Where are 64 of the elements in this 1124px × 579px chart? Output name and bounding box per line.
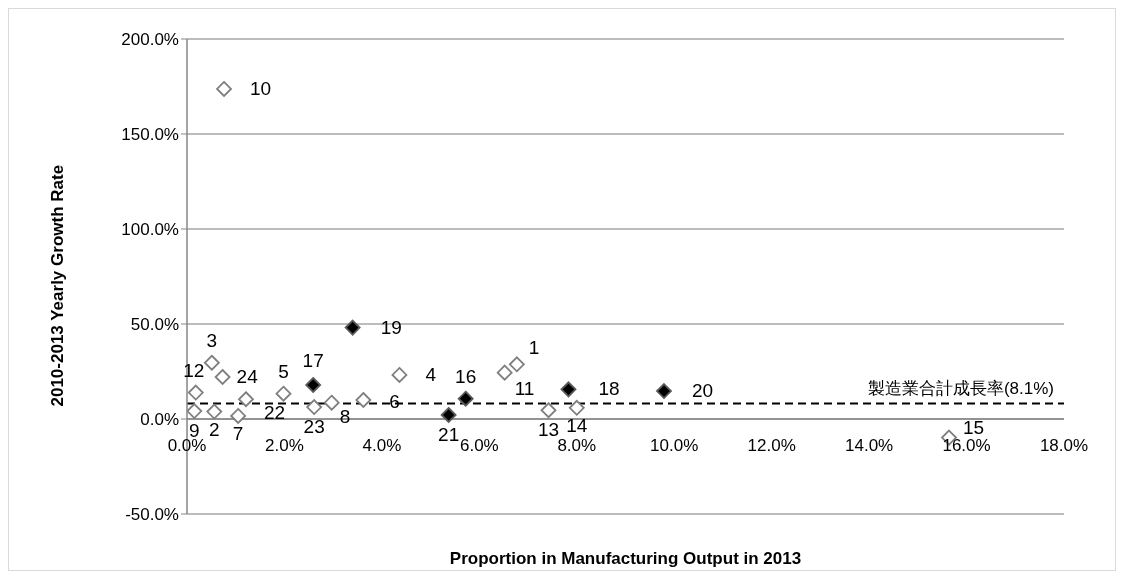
point — [355, 392, 372, 408]
point — [540, 402, 557, 419]
point — [305, 377, 322, 393]
point — [560, 381, 577, 398]
annotation: 23 — [303, 416, 325, 438]
y-tick-label: -50.0% — [125, 505, 179, 525]
annotation: 10 — [250, 77, 272, 99]
annotation: 12 — [183, 359, 205, 381]
point — [203, 354, 220, 371]
point — [187, 384, 204, 401]
annotation: 4 — [425, 363, 437, 385]
annotation: 18 — [598, 378, 620, 400]
point — [214, 369, 231, 385]
point — [656, 383, 672, 399]
y-tick-label: 50.0% — [130, 315, 179, 335]
annotation: 19 — [380, 316, 402, 338]
annotation: 5 — [278, 360, 289, 382]
y-axis-title: 2010-2013 Yearly Growth Rate — [48, 164, 68, 407]
x-tick-label: 6.0% — [459, 436, 499, 455]
point — [440, 407, 457, 423]
x-tick-label: 4.0% — [362, 436, 402, 455]
point — [275, 385, 292, 402]
point — [206, 403, 223, 420]
annotation: 1 — [528, 337, 540, 359]
annotation: 3 — [206, 329, 218, 351]
annotation: 24 — [236, 366, 259, 388]
annotation: 8 — [339, 405, 351, 427]
point — [391, 367, 408, 383]
annotation: 22 — [263, 402, 286, 424]
point — [508, 356, 525, 373]
point — [496, 364, 513, 381]
ref-line-label: 製造業合計成長率(8.1%) — [867, 378, 1054, 398]
annotation: 20 — [691, 380, 714, 402]
annotation: 16 — [455, 365, 477, 387]
point — [457, 390, 474, 407]
point — [306, 399, 323, 415]
annotation: 14 — [566, 414, 588, 436]
annotation: 2 — [209, 418, 220, 440]
x-tick-label: 12.0% — [747, 436, 796, 455]
annotation: 15 — [963, 416, 985, 438]
point — [216, 81, 232, 97]
point — [230, 408, 247, 424]
x-tick-label: 16.0% — [942, 436, 991, 455]
point — [238, 391, 254, 408]
annotation: 7 — [232, 422, 244, 444]
annotation: 17 — [302, 349, 324, 371]
point — [568, 399, 585, 416]
x-axis-title: Proportion in Manufacturing Output in 2013 — [449, 549, 802, 568]
x-tick-label: 10.0% — [650, 436, 699, 455]
x-tick-label: 18.0% — [1039, 436, 1089, 455]
point — [323, 394, 340, 411]
annotation: 11 — [514, 377, 535, 399]
y-tick-label: 100.0% — [121, 220, 179, 240]
x-tick-label: 8.0% — [557, 436, 597, 455]
annotation: 13 — [537, 419, 560, 441]
y-tick-label: 0.0% — [140, 410, 179, 430]
y-tick-label: 150.0% — [121, 125, 179, 145]
y-tick-label: 200.0% — [121, 30, 179, 50]
x-tick-label: 2.0% — [265, 436, 304, 455]
annotation: 21 — [438, 424, 460, 446]
point — [344, 319, 361, 336]
x-tick-label: 14.0% — [845, 436, 894, 455]
annotation: 6 — [389, 391, 400, 412]
point — [187, 403, 203, 419]
